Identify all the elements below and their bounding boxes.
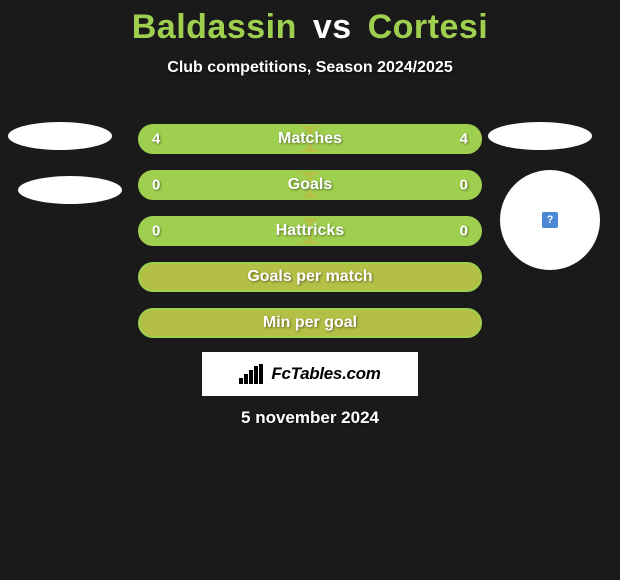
stat-row: Goals per match: [138, 262, 482, 292]
date-label: 5 november 2024: [241, 408, 379, 428]
stat-value-right: 0: [460, 177, 468, 194]
left-avatar: [8, 122, 112, 150]
stat-value-left: 0: [152, 223, 160, 240]
player2-name: Cortesi: [368, 8, 489, 46]
stat-value-left: 0: [152, 177, 160, 194]
vs-label: vs: [313, 8, 352, 46]
right-avatar: [488, 122, 592, 150]
stat-row: 0 0 Hattricks: [138, 216, 482, 246]
left-avatar: [18, 176, 122, 204]
brand-logo-icon: [239, 364, 265, 384]
stat-label: Hattricks: [276, 222, 344, 240]
stat-value-left: 4: [152, 131, 160, 148]
stat-fill-right: [310, 172, 480, 198]
placeholder-icon: [542, 212, 558, 228]
stat-row: 4 4 Matches: [138, 124, 482, 154]
stat-label: Min per goal: [263, 314, 357, 332]
stat-value-right: 0: [460, 223, 468, 240]
stat-row: 0 0 Goals: [138, 170, 482, 200]
page-title: Baldassin vs Cortesi: [0, 0, 620, 47]
right-avatar: [500, 170, 600, 270]
stat-label: Goals per match: [247, 268, 372, 286]
subtitle: Club competitions, Season 2024/2025: [0, 59, 620, 77]
stat-fill-left: [140, 172, 310, 198]
brand-text: FcTables.com: [271, 364, 380, 384]
stats-list: 4 4 Matches 0 0 Goals 0 0 Hattricks Goals per mat…: [138, 124, 482, 354]
stat-label: Goals: [288, 176, 332, 194]
stat-value-right: 4: [460, 131, 468, 148]
stat-row: Min per goal: [138, 308, 482, 338]
player1-name: Baldassin: [132, 8, 297, 46]
stat-label: Matches: [278, 130, 342, 148]
brand-badge: FcTables.com: [202, 352, 418, 396]
